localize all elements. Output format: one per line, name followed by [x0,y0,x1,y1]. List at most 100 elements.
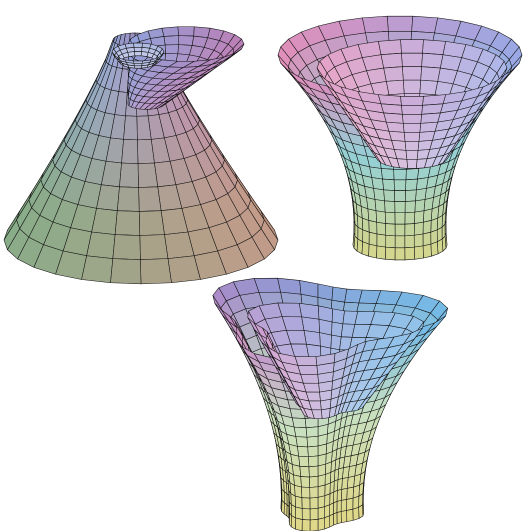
mesh-facet [383,189,396,202]
mesh-facet [404,223,415,237]
mesh-facet [384,211,396,225]
mesh-facet [401,105,423,115]
mesh-facet [324,515,331,530]
mesh-facet [336,500,342,513]
mesh-facet [346,497,354,511]
mesh-facet [405,150,419,160]
mesh-facet [121,139,139,164]
mesh-facet [358,504,364,519]
mesh-facet [369,166,383,180]
mesh-facet [341,477,349,490]
mesh-facet [385,223,396,237]
mesh-facet [297,365,319,375]
mesh-facet [295,436,309,448]
mesh-facet [419,79,438,96]
mesh-facet [307,445,319,458]
mesh-facet [293,426,308,438]
nested-bowls-surface [268,0,526,262]
mesh-facet [394,235,406,249]
mesh-facet [404,200,416,214]
mesh-facet [161,26,180,37]
mesh-facet [386,15,414,32]
bowls-inner-sheet [316,39,508,169]
clover-vase-surface [186,258,448,531]
mesh-facet [297,446,309,458]
mesh-facet [401,52,423,67]
mesh-facet [301,519,311,531]
mesh-facet [133,63,143,67]
mesh-facet [402,66,422,81]
mesh-facet [383,66,404,82]
mesh-facet [301,486,311,499]
mesh-facet [373,188,385,202]
mesh-facet [386,121,405,133]
mesh-facet [138,210,165,236]
mesh-facet [361,241,370,257]
mesh-facet [375,210,386,224]
mesh-facet [403,132,421,142]
mesh-facet [295,517,303,531]
mesh-facet [133,47,143,52]
mesh-facet [421,52,444,69]
mesh-facet [308,455,319,468]
mesh-facet [301,316,320,333]
mesh-facet [380,52,403,69]
mesh-facet [419,121,438,133]
mesh-facet [177,26,195,37]
mesh-facet [394,201,406,214]
mesh-facet [368,231,378,247]
mesh-facet [376,222,387,236]
mesh-facet [413,233,424,248]
mesh-facet [394,212,406,225]
mesh-facet [405,178,418,191]
mesh-facet [378,39,402,55]
mesh-facet [415,188,427,202]
mesh-facet [413,222,424,236]
mesh-facet [420,66,441,82]
mesh-facet [301,497,311,510]
mesh-facet [163,35,180,46]
mesh-facet [305,391,321,402]
mesh-facet [368,220,378,235]
mesh-facet [294,485,303,498]
mesh-facet [333,501,338,515]
mesh-facet [336,489,342,502]
mesh-facet [300,374,319,384]
mesh-facet [404,189,417,202]
mesh-facet [134,51,142,57]
mesh-facet [291,417,307,429]
mesh-facet [411,15,438,34]
mesh-facet [385,234,396,249]
mesh-facet [277,277,302,295]
mesh-facet [374,199,386,213]
mesh-facet [386,79,405,96]
mesh-facet [402,114,422,124]
mesh-facet [317,484,326,498]
mesh-facet [308,465,319,478]
mesh-facet [137,162,158,188]
mesh-facet [352,495,360,510]
mesh-facet [290,515,297,530]
mesh-facet [340,510,348,523]
mesh-facet [393,169,407,181]
mesh-facet [402,123,422,133]
mesh-facet [134,65,142,69]
mesh-facet [86,231,116,259]
mesh-facet [320,399,332,411]
mesh-facet [333,490,338,504]
mesh-facet [305,426,319,438]
mesh-facet [405,168,420,181]
mesh-facet [406,159,418,169]
mesh-facet [416,177,429,191]
mesh-facet [91,208,118,235]
mesh-facet [300,476,311,488]
mesh-facet [394,223,406,237]
mesh-facet [362,15,389,34]
mesh-facet [138,186,162,212]
mesh-facet [383,112,404,124]
mesh-facet [402,79,422,94]
mesh-facet [309,475,319,488]
mesh-facet [376,233,387,248]
mesh-facet [114,210,141,236]
mesh-facet [346,508,354,522]
